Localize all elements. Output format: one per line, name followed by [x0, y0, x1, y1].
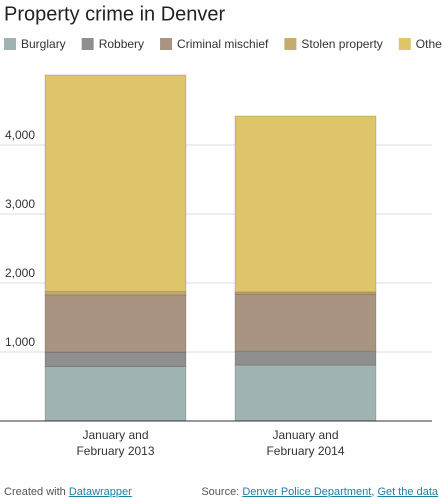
- source: Source: Denver Police Department, Get th…: [201, 486, 438, 498]
- x-tick-label: January and February 2014: [266, 428, 345, 458]
- credit: Created with Datawrapper: [4, 486, 132, 498]
- legend-label: Other: [416, 37, 442, 51]
- bar-segment: [44, 294, 187, 353]
- bar-segment: [234, 350, 377, 366]
- y-tick-label: 2,000: [5, 266, 35, 280]
- separator: ,: [371, 486, 375, 498]
- legend-swatch: [160, 38, 173, 50]
- x-tick-label: January and February 2013: [76, 428, 155, 458]
- y-tick-label: 3,000: [5, 197, 35, 211]
- get-data-link[interactable]: Get the data: [377, 486, 438, 498]
- chart-title: Property crime in Denver: [4, 3, 226, 25]
- bar-segment: [44, 365, 187, 422]
- bar-segment: [44, 74, 187, 293]
- bar-segment: [234, 115, 377, 293]
- legend-swatch: [4, 38, 16, 50]
- bar-segment: [44, 351, 187, 367]
- y-tick-label: 1,000: [5, 335, 35, 349]
- source-link[interactable]: Denver Police Department: [242, 486, 372, 498]
- legend-swatch: [398, 38, 411, 50]
- bar-segment: [234, 293, 377, 352]
- y-tick-label: 4,000: [5, 128, 35, 142]
- legend-label: Stolen property: [301, 37, 382, 51]
- credit-link[interactable]: Datawrapper: [68, 486, 132, 498]
- legend-swatch: [284, 38, 297, 50]
- chart: Property crime in Denver Burglary Robbery…: [0, 3, 442, 422]
- legend-label: Robbery: [99, 37, 144, 51]
- legend-label: Criminal mischief: [177, 37, 269, 51]
- source-label: Source:: [201, 486, 240, 498]
- legend-swatch: [81, 38, 94, 50]
- credit-text: Created with: [4, 486, 66, 498]
- legend-label: Burglary: [21, 37, 66, 51]
- bar-segment: [234, 364, 377, 422]
